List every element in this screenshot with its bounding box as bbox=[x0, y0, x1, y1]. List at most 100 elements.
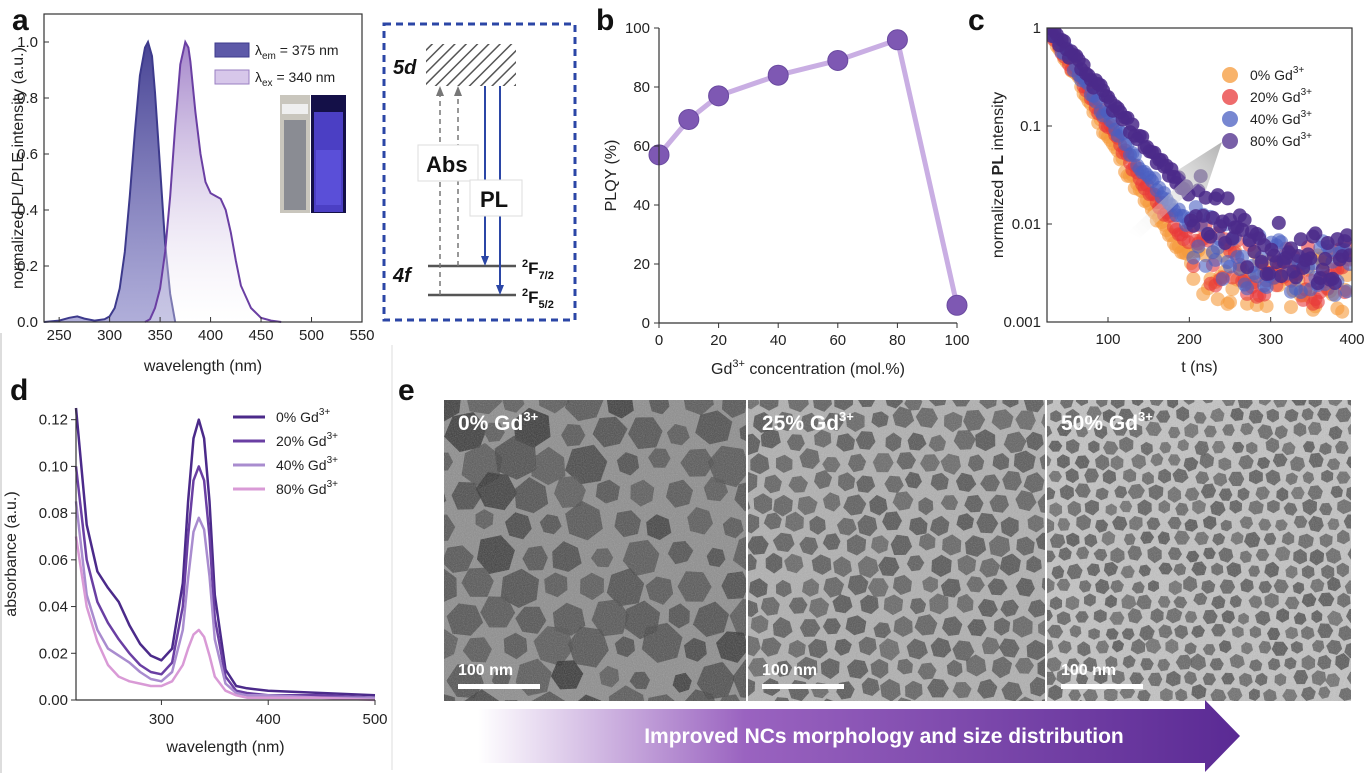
nanocrystal bbox=[956, 513, 974, 531]
nanocrystal bbox=[1248, 595, 1263, 609]
nanocrystal bbox=[927, 678, 949, 698]
nanocrystal bbox=[444, 545, 474, 573]
x-tick-label-a: 450 bbox=[249, 327, 274, 344]
nanocrystal bbox=[1137, 689, 1151, 701]
nanocrystal bbox=[995, 372, 1010, 389]
nanocrystal bbox=[1226, 562, 1242, 578]
nanocrystal bbox=[503, 632, 528, 660]
nanocrystal bbox=[1002, 470, 1022, 491]
nanocrystal bbox=[1003, 431, 1027, 454]
nanocrystal bbox=[802, 578, 820, 597]
nanocrystal bbox=[1131, 453, 1147, 470]
nanocrystal bbox=[1291, 702, 1304, 717]
nanocrystal bbox=[494, 435, 537, 480]
nanocrystal bbox=[774, 697, 790, 701]
nanocrystal bbox=[1015, 577, 1035, 597]
nanocrystal bbox=[606, 400, 634, 419]
nanocrystal bbox=[1194, 531, 1209, 546]
nanocrystal bbox=[1167, 547, 1182, 561]
nanocrystal bbox=[1084, 499, 1099, 516]
x-tick-label-a: 400 bbox=[198, 327, 223, 344]
nanocrystal bbox=[753, 412, 774, 433]
nanocrystal bbox=[760, 427, 781, 449]
x-tick-label-c: 200 bbox=[1177, 331, 1202, 348]
nanocrystal bbox=[1267, 499, 1280, 514]
nanocrystal bbox=[412, 359, 438, 381]
decay-point bbox=[1342, 248, 1352, 263]
nanocrystal bbox=[1203, 547, 1216, 560]
5d-label: 5d bbox=[393, 57, 417, 79]
nanocrystal bbox=[666, 424, 690, 446]
decay-point bbox=[1237, 212, 1252, 227]
nanocrystal bbox=[531, 446, 566, 486]
nanocrystal bbox=[1249, 625, 1262, 639]
nanocrystal bbox=[641, 622, 683, 663]
nanocrystal bbox=[1325, 547, 1342, 564]
nanocrystal bbox=[775, 454, 793, 473]
nanocrystal bbox=[1239, 550, 1252, 564]
x-tick-label-a: 550 bbox=[349, 327, 374, 344]
nanocrystal bbox=[590, 548, 614, 568]
nanocrystal bbox=[628, 417, 663, 450]
nanocrystal bbox=[749, 578, 768, 598]
nanocrystal bbox=[1281, 531, 1295, 546]
legend-swatch-a bbox=[214, 42, 250, 58]
chart-c-pl-decay: 100 200 300 400 1 0.1 0.01 0.001 t (ns) normalize… bbox=[990, 20, 1365, 376]
nanocrystal bbox=[1273, 579, 1289, 594]
tem-grain bbox=[444, 400, 746, 701]
nanocrystal bbox=[1048, 684, 1063, 701]
nanocrystal bbox=[552, 541, 582, 572]
nanocrystal bbox=[696, 661, 736, 700]
nanocrystal bbox=[963, 409, 986, 432]
nanocrystal bbox=[1229, 594, 1242, 608]
nanocrystal bbox=[979, 557, 1001, 578]
nanocrystal bbox=[860, 594, 879, 615]
nanocrystal bbox=[1029, 676, 1045, 697]
nanocrystal bbox=[930, 637, 952, 658]
nanocrystal bbox=[1301, 654, 1316, 671]
nanocrystal bbox=[1195, 471, 1210, 485]
nanocrystal bbox=[1194, 440, 1209, 456]
4f-label: 4f bbox=[392, 265, 413, 287]
nanocrystal bbox=[1047, 400, 1054, 406]
nanocrystal bbox=[1160, 377, 1172, 390]
nanocrystal bbox=[952, 682, 972, 699]
nanocrystal bbox=[904, 471, 922, 489]
scale-bar-label: 100 nm bbox=[1061, 662, 1116, 679]
tem-grain bbox=[1047, 400, 1351, 701]
nanocrystal bbox=[1325, 673, 1340, 688]
nanocrystal bbox=[1157, 531, 1171, 545]
nanocrystal bbox=[1184, 610, 1198, 623]
nanocrystal bbox=[1258, 580, 1273, 594]
nanocrystal bbox=[907, 432, 927, 451]
diagram-frame bbox=[382, 22, 577, 322]
nanocrystal bbox=[538, 400, 570, 414]
nanocrystal bbox=[861, 677, 880, 696]
nanocrystal bbox=[721, 571, 746, 600]
y-tick-label-d: 0.08 bbox=[39, 505, 68, 522]
nanocrystal bbox=[890, 534, 913, 555]
nanocrystal bbox=[1184, 518, 1198, 532]
nanocrystal bbox=[1116, 700, 1119, 701]
nanocrystal bbox=[764, 474, 782, 494]
nanocrystal bbox=[920, 454, 940, 472]
nanocrystal bbox=[1264, 561, 1280, 578]
nanocrystal bbox=[822, 457, 841, 473]
cuvette-photo bbox=[280, 95, 346, 213]
plqy-line bbox=[657, 37, 960, 306]
nanocrystal bbox=[1228, 471, 1245, 487]
nanocrystal bbox=[1086, 563, 1101, 577]
nanocrystal bbox=[873, 622, 891, 639]
nanocrystal bbox=[1066, 563, 1083, 580]
nanocrystal bbox=[955, 472, 977, 492]
decay-point bbox=[1288, 270, 1303, 285]
nanocrystal bbox=[1119, 436, 1134, 453]
nanocrystal bbox=[539, 514, 562, 535]
y-axis-label-c: normalized PL intensity bbox=[990, 92, 1007, 258]
nanocrystal bbox=[1263, 532, 1277, 546]
nanocrystal bbox=[857, 514, 878, 537]
nanocrystal bbox=[1101, 377, 1116, 392]
nanocrystal bbox=[1273, 703, 1286, 716]
tem-particles bbox=[1047, 377, 1351, 717]
nanocrystal bbox=[1123, 533, 1136, 546]
